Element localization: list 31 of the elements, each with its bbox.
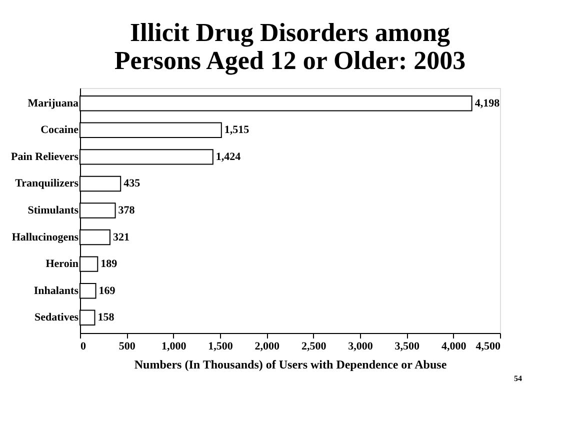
data-label: 4,198 [474, 97, 500, 110]
data-label: 1,424 [216, 150, 242, 163]
x-tick-label: 500 [118, 340, 136, 352]
y-tick-label: Tranquilizers [15, 178, 80, 190]
data-label: 169 [98, 284, 116, 297]
y-tick-label: Stimulants [28, 204, 80, 216]
x-tick-label: 3,500 [394, 340, 420, 352]
x-tick-label: 1,500 [208, 340, 234, 352]
x-tick-label: 4,500 [476, 340, 501, 352]
data-label: 158 [98, 312, 115, 324]
x-tick-label: 0 [80, 340, 86, 352]
y-tick-label: Sedatives [34, 312, 80, 324]
data-label: 321 [112, 231, 130, 244]
chart-title: Illicit Drug Disorders among Persons Aged 12 or Older: 2003 [114, 18, 466, 75]
data-label: 435 [124, 178, 141, 190]
x-tick-label: 4,000 [441, 340, 467, 352]
x-tick-label: 1,000 [161, 340, 187, 352]
x-tick-label: 2,000 [254, 340, 280, 352]
y-tick-label: Heroin [46, 258, 78, 270]
data-label: 378 [118, 204, 136, 216]
data-label: 1,515 [224, 124, 250, 136]
text: 54 [514, 374, 522, 383]
x-tick-label: 3,000 [348, 340, 374, 352]
x-tick-label: 2,500 [301, 340, 327, 352]
x-axis-title: Numbers (In Thousands) of Users with Dependence or Abuse [134, 358, 448, 372]
y-tick-label: Inhalants [34, 284, 80, 297]
y-tick-label: Hallucinogens [12, 231, 80, 244]
data-label: 189 [100, 258, 118, 270]
y-tick-label: Marijuana [28, 97, 79, 110]
y-tick-label: Cocaine [40, 124, 79, 136]
y-tick-label: Pain Relievers [10, 150, 80, 163]
